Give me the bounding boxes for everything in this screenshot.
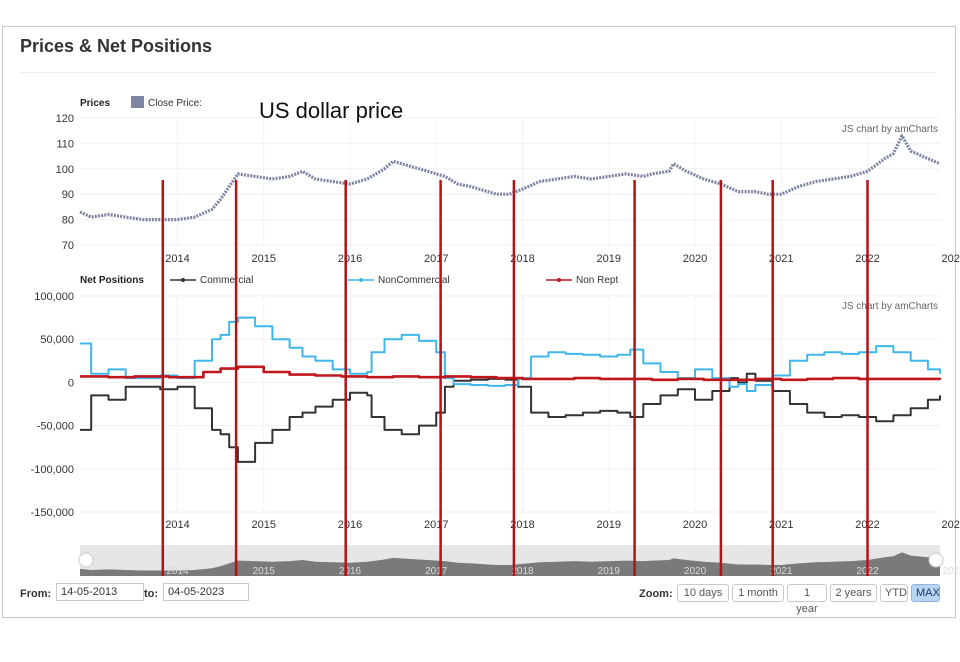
net-x-tick-label: 2017 [424, 519, 448, 531]
price-series [79, 134, 941, 222]
net-chart-credit: JS chart by amCharts [842, 301, 938, 312]
zoom-1-year-button[interactable]: 1 year [787, 584, 827, 615]
noncommercial-legend-marker [359, 278, 363, 282]
price-y-tick-label: 90 [62, 189, 74, 201]
chart-panel [2, 26, 956, 618]
net-x-tick-label: 2019 [597, 519, 621, 531]
noncommercial-line [80, 316, 941, 392]
scrollbar-right-handle [928, 552, 944, 568]
panel-title: Prices & Net Positions [20, 36, 213, 56]
net-y-tick-label: 100,000 [34, 291, 74, 303]
annotation-markers [161, 180, 869, 576]
noncommercial-legend-label: NonCommercial [378, 275, 450, 286]
from-label: From: [20, 588, 52, 600]
zoom-ytd-button[interactable]: YTD [880, 584, 908, 602]
net-chart-title: Net Positions [80, 275, 144, 286]
net-x-tick-label: 2014 [165, 519, 189, 531]
price-x-tick-label: 2020 [683, 253, 707, 265]
net-series [80, 316, 942, 463]
net-x-tick-label: 2021 [769, 519, 793, 531]
net-legend: Net Positions Commercial NonCommercial Non … [80, 275, 938, 312]
net-y-tick-label: -50,000 [37, 421, 74, 433]
price-x-tick-label: 2014 [165, 253, 189, 265]
scrollbar-year-label: 2019 [598, 566, 621, 577]
net-y-tick-label: -150,000 [31, 507, 74, 519]
price-y-tick-label: 120 [56, 113, 74, 125]
price-x-tick-label: 2019 [597, 253, 621, 265]
non-rept-legend-marker [557, 278, 561, 282]
price-x-tick-label: 2023 [942, 253, 960, 265]
price-y-tick-label: 100 [56, 164, 74, 176]
net-x-tick-label: 2016 [338, 519, 362, 531]
price-x-tick-label: 2015 [251, 253, 275, 265]
scrollbar-price-area [80, 552, 940, 576]
close-price-legend-label: Close Price: [148, 98, 202, 109]
net-gridlines [80, 295, 955, 513]
zoom-max-button[interactable]: MAX [911, 584, 940, 602]
net-y-tick-label: 0 [68, 377, 74, 389]
price-x-tick-label: 2018 [510, 253, 534, 265]
price-y-ticks: 70 80 90 100 110 120 [56, 113, 74, 252]
date-controls: From: to: Zoom: 10 days 1 month 1 year 2… [20, 583, 940, 615]
price-y-tick-label: 70 [62, 240, 74, 252]
price-chart-credit: JS chart by amCharts [842, 124, 938, 135]
commercial-line [80, 372, 941, 463]
price-x-tick-label: 2017 [424, 253, 448, 265]
zoom-1-month-button[interactable]: 1 month [732, 584, 784, 602]
zoom-10-days-button[interactable]: 10 days [677, 584, 729, 602]
net-x-tick-label: 2015 [251, 519, 275, 531]
net-x-ticks: 2014201520162017201820192020202120222023 [165, 519, 960, 531]
net-y-ticks: 100,000 50,000 0 -50,000 -100,000 -150,000 [31, 291, 74, 519]
zoom-label: Zoom: [639, 588, 673, 600]
scrollbar-year-label: 2020 [684, 566, 707, 577]
net-y-tick-label: 50,000 [40, 334, 74, 346]
net-x-tick-label: 2023 [942, 519, 960, 531]
net-y-tick-label: -100,000 [31, 464, 74, 476]
scrollbar-year-label: 2015 [253, 566, 276, 577]
net-x-tick-label: 2018 [510, 519, 534, 531]
price-x-ticks: 2014201520162017201820192020202120222023 [165, 253, 960, 265]
zoom-2-years-button[interactable]: 2 years [830, 584, 877, 602]
net-x-tick-label: 2020 [683, 519, 707, 531]
price-x-tick-label: 2021 [769, 253, 793, 265]
annotation-text: US dollar price [259, 98, 404, 123]
commercial-legend-label: Commercial [200, 275, 253, 286]
scrollbar-year-label: 2017 [425, 566, 448, 577]
price-x-tick-label: 2016 [338, 253, 362, 265]
title-divider [20, 72, 935, 73]
from-date-input[interactable] [56, 583, 144, 601]
to-label: to: [144, 588, 159, 600]
to-date-input[interactable] [163, 583, 249, 601]
price-legend: Prices Close Price: JS chart by amCharts [80, 96, 938, 135]
price-chart-title: Prices [80, 98, 110, 109]
scrollbar-year-label: 2016 [339, 566, 362, 577]
close-price-legend-swatch [131, 96, 144, 108]
commercial-legend-marker [181, 278, 185, 282]
price-y-tick-label: 80 [62, 215, 74, 227]
scrollbar-year-label: 2021 [770, 566, 793, 577]
scrollbar-year-label: 2014 [166, 566, 189, 577]
scrollbar-year-label: 2018 [511, 566, 534, 577]
close-price-line [79, 134, 941, 222]
non-rept-line [80, 365, 942, 382]
non-rept-legend-label: Non Rept [576, 275, 618, 286]
scrollbar-year-label: 2023 [943, 566, 960, 577]
scrollbar-left-handle [78, 552, 94, 568]
scrollbar: 2014201520162017201820192020202120222023 [78, 545, 960, 577]
price-y-tick-label: 110 [56, 138, 74, 150]
